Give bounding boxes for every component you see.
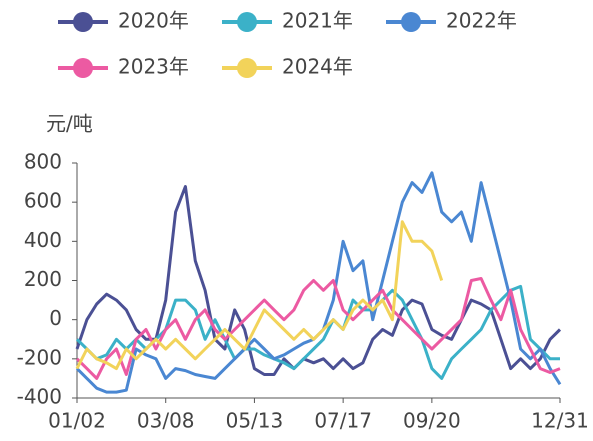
legend-marker [73, 12, 93, 32]
y-tick-label: 600 [24, 189, 62, 213]
legend-marker [73, 58, 93, 78]
legend-marker [401, 12, 421, 32]
x-tick-label: 07/17 [314, 409, 372, 433]
y-tick-label: -200 [17, 345, 62, 369]
x-tick-label: 12/31 [531, 409, 589, 433]
legend-label: 2024年 [282, 55, 353, 79]
x-tick-label: 09/20 [403, 409, 461, 433]
y-tick-label: 0 [49, 306, 62, 330]
legend-label: 2021年 [282, 9, 353, 33]
x-tick-label: 03/08 [137, 409, 195, 433]
legend-marker [237, 12, 257, 32]
x-tick-label: 05/13 [226, 409, 284, 433]
series-line [75, 220, 444, 371]
legend-label: 2022年 [446, 9, 517, 33]
series-line [75, 284, 560, 380]
y-tick-label: -400 [17, 385, 62, 409]
y-tick-label: 400 [24, 228, 62, 252]
x-tick-label: 01/02 [48, 409, 106, 433]
y-tick-label: 800 [24, 150, 62, 174]
series-line [75, 185, 562, 376]
legend-marker [237, 58, 257, 78]
legend-label: 2023年 [118, 55, 189, 79]
y-tick-label: 200 [24, 267, 62, 291]
y-axis-label: 元/吨 [46, 112, 93, 136]
legend-label: 2020年 [118, 9, 189, 33]
series-line [75, 277, 561, 380]
